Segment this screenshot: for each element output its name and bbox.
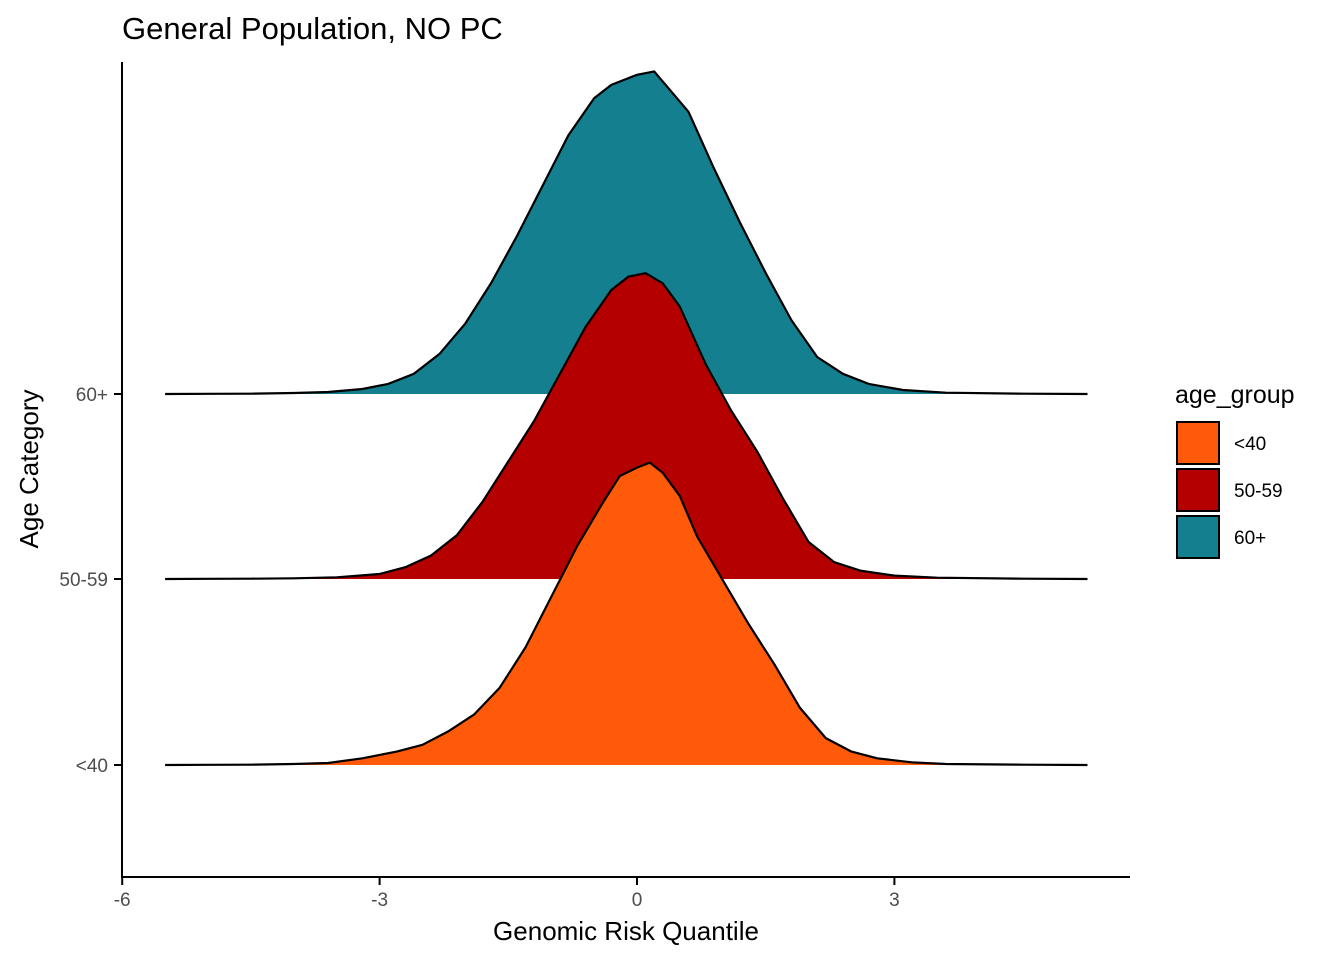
ridge-area-<40 <box>165 462 1088 765</box>
x-tick-label: -6 <box>114 890 131 911</box>
legend: age_group <40 50-59 60+ <box>1175 381 1295 559</box>
x-axis-title: Genomic Risk Quantile <box>493 916 759 946</box>
x-tick-label: 3 <box>889 890 900 911</box>
ridge-outline-60+ <box>165 70 1088 396</box>
y-tick-label: 60+ <box>76 385 108 406</box>
x-tick-label: 0 <box>632 890 643 911</box>
ridge-outline-<40 <box>165 461 1088 767</box>
y-tick-label: <40 <box>76 756 108 777</box>
y-tick-label: 50-59 <box>59 570 108 591</box>
legend-key-<40 <box>1176 421 1220 465</box>
legend-title: age_group <box>1175 381 1295 409</box>
y-axis-title: Age Category <box>14 390 44 549</box>
legend-key-60+ <box>1176 515 1220 559</box>
ridge-area-60+ <box>165 71 1088 395</box>
y-axis-ticks: <40 50-59 60+ <box>59 385 122 777</box>
legend-label: <40 <box>1234 434 1266 455</box>
density-ridges <box>165 70 1088 767</box>
chart-title: General Population, NO PC <box>122 11 503 46</box>
ridge-outline-50-59 <box>165 272 1088 581</box>
x-tick-label: -3 <box>371 890 388 911</box>
legend-key-50-59 <box>1176 468 1220 512</box>
ridge-area-50-59 <box>165 273 1088 579</box>
legend-label: 60+ <box>1234 528 1266 549</box>
x-axis-ticks: -6 -3 0 3 <box>114 877 900 911</box>
legend-label: 50-59 <box>1234 481 1283 502</box>
